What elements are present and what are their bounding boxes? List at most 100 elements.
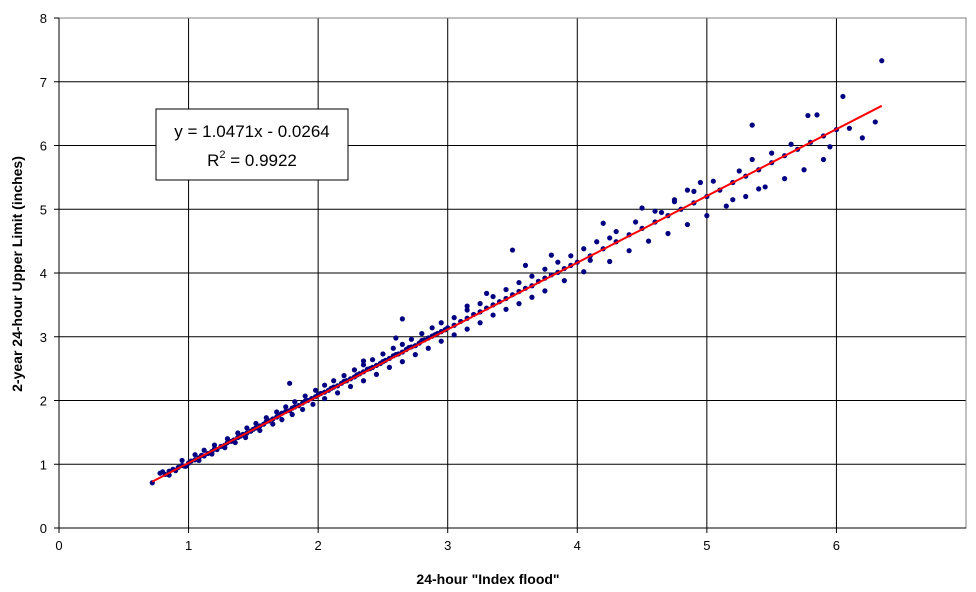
y-tick-label: 4 <box>40 266 47 281</box>
y-axis-ticks: 0 1 2 3 4 5 6 7 8 <box>40 11 59 536</box>
data-point <box>412 352 418 358</box>
data-point <box>244 425 250 431</box>
data-point <box>477 320 483 326</box>
x-axis-title: 24-hour "Index flood" <box>416 571 559 587</box>
data-point <box>360 358 367 364</box>
data-point <box>516 301 522 307</box>
data-point <box>292 399 298 405</box>
x-tick-label: 3 <box>444 538 451 553</box>
data-point <box>594 239 600 245</box>
data-point <box>270 421 276 427</box>
data-point <box>704 213 710 219</box>
data-point <box>490 293 496 300</box>
data-point <box>691 188 697 194</box>
data-point <box>820 156 827 163</box>
data-point <box>179 457 185 464</box>
data-point <box>769 150 775 156</box>
data-point <box>438 338 444 344</box>
data-point <box>322 382 328 388</box>
data-point <box>503 306 509 312</box>
data-point <box>542 266 548 272</box>
y-tick-label: 8 <box>40 11 47 26</box>
x-axis-ticks: 0 1 2 3 4 5 6 <box>55 528 840 553</box>
data-point <box>399 341 405 347</box>
data-point <box>613 228 619 235</box>
data-point <box>607 258 613 265</box>
data-point <box>373 371 380 377</box>
data-point <box>380 351 386 357</box>
data-point <box>399 316 405 322</box>
data-point <box>477 301 483 307</box>
data-point <box>419 330 425 337</box>
data-point <box>736 168 742 174</box>
y-tick-label: 6 <box>40 139 47 154</box>
equation-text: y = 1.0471x - 0.0264 <box>174 122 329 141</box>
data-point <box>555 259 561 265</box>
data-point <box>568 253 574 259</box>
data-point <box>222 445 228 451</box>
data-point <box>542 288 548 294</box>
data-point <box>390 345 396 351</box>
data-point <box>710 178 716 184</box>
x-tick-label: 4 <box>574 538 581 553</box>
data-point <box>464 307 470 313</box>
data-point <box>600 220 606 226</box>
r-squared-superscript: 2 <box>219 149 225 161</box>
data-point <box>805 112 811 119</box>
data-point <box>762 184 768 190</box>
data-point <box>723 203 729 209</box>
data-point <box>782 176 788 182</box>
data-point <box>522 262 529 268</box>
data-point <box>626 248 632 254</box>
data-point <box>283 404 289 410</box>
data-point <box>160 469 166 475</box>
data-point <box>788 141 794 147</box>
x-tick-label: 0 <box>55 538 62 553</box>
data-point <box>341 373 347 379</box>
data-point <box>872 119 878 125</box>
data-point <box>257 427 263 434</box>
data-point <box>386 364 393 370</box>
data-point <box>347 383 354 390</box>
data-point <box>232 439 238 446</box>
data-point <box>516 279 522 286</box>
data-point <box>846 125 852 131</box>
data-point <box>209 451 215 457</box>
data-point <box>645 238 652 244</box>
data-point <box>503 286 509 293</box>
data-point <box>464 303 470 309</box>
data-point <box>587 257 593 263</box>
data-point <box>334 390 341 396</box>
data-point <box>351 367 358 373</box>
data-point <box>697 179 703 186</box>
data-point <box>299 406 306 413</box>
data-point <box>224 436 231 442</box>
data-point <box>451 315 457 321</box>
data-point <box>312 387 319 393</box>
data-point <box>451 332 457 338</box>
y-tick-label: 5 <box>40 202 47 217</box>
data-point <box>289 411 295 418</box>
data-point <box>658 209 665 216</box>
data-point <box>201 447 207 453</box>
data-point <box>242 434 249 441</box>
data-point <box>730 197 736 203</box>
data-point <box>801 167 807 173</box>
data-point <box>529 273 535 279</box>
data-point <box>263 415 269 421</box>
data-point <box>743 193 749 200</box>
data-point <box>581 269 587 275</box>
data-point <box>287 380 293 386</box>
data-point <box>438 320 444 326</box>
x-tick-label: 2 <box>315 538 322 553</box>
data-point <box>639 205 645 211</box>
data-point <box>399 359 405 365</box>
data-point <box>331 378 337 384</box>
data-point <box>322 395 328 402</box>
data-point <box>665 230 671 237</box>
data-point <box>684 187 691 193</box>
data-point <box>879 58 885 64</box>
data-point <box>211 442 218 448</box>
data-point <box>279 417 285 423</box>
